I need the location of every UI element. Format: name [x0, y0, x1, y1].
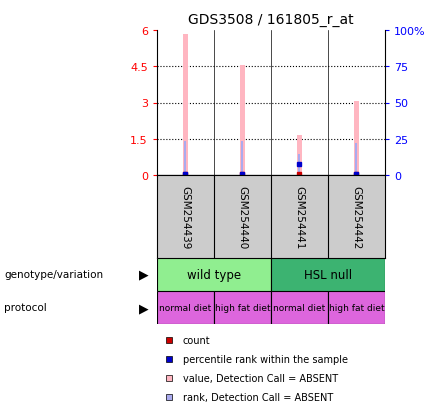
- Text: ▶: ▶: [139, 301, 148, 314]
- Bar: [157, 258, 271, 291]
- Text: count: count: [183, 335, 210, 345]
- Text: normal diet: normal diet: [273, 303, 326, 312]
- Text: ▶: ▶: [139, 268, 148, 281]
- Text: GSM254440: GSM254440: [237, 185, 247, 248]
- Text: high fat diet: high fat diet: [215, 303, 270, 312]
- Bar: [183, 35, 188, 176]
- Text: protocol: protocol: [4, 303, 47, 313]
- Text: GSM254441: GSM254441: [295, 185, 304, 249]
- Text: normal diet: normal diet: [159, 303, 212, 312]
- Bar: [240, 66, 245, 176]
- Text: wild type: wild type: [187, 268, 241, 281]
- Bar: [297, 136, 302, 176]
- Bar: [271, 291, 328, 324]
- Text: genotype/variation: genotype/variation: [4, 270, 104, 280]
- Text: high fat diet: high fat diet: [329, 303, 384, 312]
- Bar: [214, 291, 271, 324]
- Bar: [328, 291, 385, 324]
- Text: GSM254439: GSM254439: [181, 185, 190, 249]
- Text: GSM254442: GSM254442: [351, 185, 361, 249]
- Title: GDS3508 / 161805_r_at: GDS3508 / 161805_r_at: [188, 13, 354, 27]
- Bar: [241, 141, 243, 176]
- Text: HSL null: HSL null: [304, 268, 352, 281]
- Bar: [271, 258, 385, 291]
- Bar: [157, 291, 214, 324]
- Bar: [355, 144, 357, 176]
- Bar: [298, 154, 301, 176]
- Text: rank, Detection Call = ABSENT: rank, Detection Call = ABSENT: [183, 392, 333, 402]
- Bar: [184, 141, 187, 176]
- Text: value, Detection Call = ABSENT: value, Detection Call = ABSENT: [183, 373, 338, 383]
- Text: percentile rank within the sample: percentile rank within the sample: [183, 354, 348, 364]
- Bar: [354, 102, 359, 176]
